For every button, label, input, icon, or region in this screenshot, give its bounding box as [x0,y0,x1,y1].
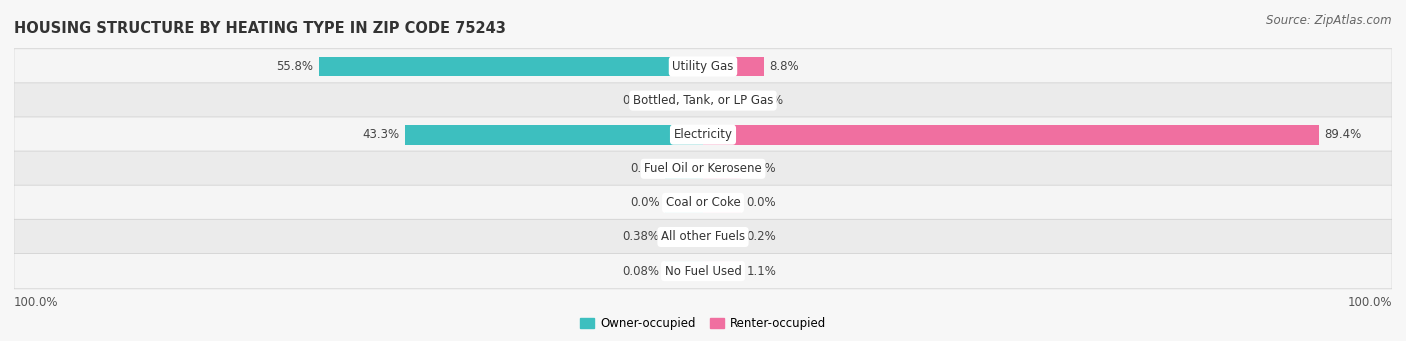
Bar [665,261,703,281]
Bar [703,125,1319,145]
Bar [703,261,741,281]
Bar [665,91,703,110]
Text: HOUSING STRUCTURE BY HEATING TYPE IN ZIP CODE 75243: HOUSING STRUCTURE BY HEATING TYPE IN ZIP… [14,21,506,36]
Bar [703,193,741,213]
Text: Fuel Oil or Kerosene: Fuel Oil or Kerosene [644,162,762,175]
Text: Utility Gas: Utility Gas [672,60,734,73]
Bar [703,227,741,247]
Text: Coal or Coke: Coal or Coke [665,196,741,209]
Text: 100.0%: 100.0% [1347,296,1392,309]
Legend: Owner-occupied, Renter-occupied: Owner-occupied, Renter-occupied [575,312,831,335]
Text: Electricity: Electricity [673,128,733,141]
Text: Source: ZipAtlas.com: Source: ZipAtlas.com [1267,14,1392,27]
Bar [665,227,703,247]
Text: Bottled, Tank, or LP Gas: Bottled, Tank, or LP Gas [633,94,773,107]
FancyBboxPatch shape [14,49,1392,84]
FancyBboxPatch shape [14,83,1392,118]
Bar [665,159,703,179]
Bar [703,57,763,76]
Text: 0.2%: 0.2% [747,231,776,243]
Text: 89.4%: 89.4% [1324,128,1361,141]
FancyBboxPatch shape [14,151,1392,187]
Text: 55.8%: 55.8% [276,60,314,73]
Bar [703,159,741,179]
FancyBboxPatch shape [14,185,1392,221]
Text: 43.3%: 43.3% [363,128,399,141]
FancyBboxPatch shape [14,253,1392,289]
Text: 0.48%: 0.48% [747,94,783,107]
Bar [405,125,703,145]
Text: No Fuel Used: No Fuel Used [665,265,741,278]
Text: 8.8%: 8.8% [769,60,799,73]
Text: 0.43%: 0.43% [623,94,659,107]
Text: 1.1%: 1.1% [747,265,776,278]
FancyBboxPatch shape [14,117,1392,152]
Bar [703,91,741,110]
Text: 0.38%: 0.38% [623,231,659,243]
Text: 0.0%: 0.0% [747,196,776,209]
Text: 0.0%: 0.0% [630,196,659,209]
Text: 0.0%: 0.0% [630,162,659,175]
Bar [665,193,703,213]
Text: 0.08%: 0.08% [623,265,659,278]
FancyBboxPatch shape [14,219,1392,255]
Bar [319,57,703,76]
Text: All other Fuels: All other Fuels [661,231,745,243]
Text: 100.0%: 100.0% [14,296,59,309]
Text: 0.0%: 0.0% [747,162,776,175]
